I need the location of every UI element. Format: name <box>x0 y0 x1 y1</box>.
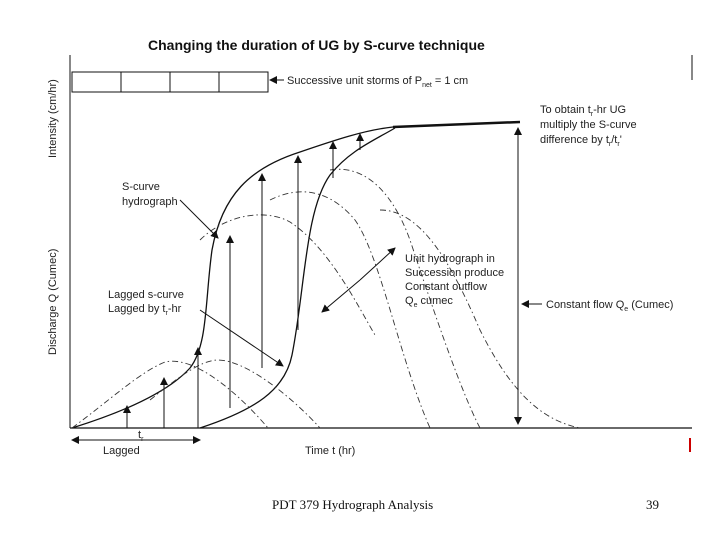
page-number: 39 <box>646 497 659 512</box>
s-curve-label-line-2: hydrograph <box>122 196 178 208</box>
unit-hydrograph-label-line-1: Unit hydrograph in <box>405 253 495 265</box>
unit-hydrograph-label-line-3: Constant outflow <box>405 281 487 293</box>
s-curve-callout-arrow <box>179 199 219 239</box>
unit-hydrograph-callout-arrow-b <box>321 279 361 313</box>
to-obtain-line-3: difference by tr/tr' <box>540 134 622 148</box>
y-axis-label-intensity: Intensity (cm/hr) <box>47 79 59 158</box>
unit-hydrograph-label-line-2: Succession produce <box>405 267 504 279</box>
lagged-callout-arrow <box>199 309 284 367</box>
constant-flow-label: Constant flow Qe (Cumec) <box>546 299 673 313</box>
tr-label: tr <box>138 429 144 443</box>
lagged-s-curve-label-line-2: Lagged by tr-hr <box>108 303 182 317</box>
lagged-s-curve-line <box>199 127 396 429</box>
lagged-bottom-label: Lagged <box>103 445 140 457</box>
unit-storms <box>71 71 269 93</box>
s-curve-plateau <box>392 120 521 129</box>
unit-hydrograph-label-line-4: Qe cumec <box>405 295 453 309</box>
s-curve-line <box>71 121 521 429</box>
footer-text: PDT 379 Hydrograph Analysis <box>272 497 434 512</box>
x-axis-label: Time t (hr) <box>305 445 355 457</box>
s-curve-label-line-1: S-curve <box>122 181 160 193</box>
lagged-s-curve-label-line-1: Lagged s-curve <box>108 289 184 301</box>
storms-label: Successive unit storms of Pnet = 1 cm <box>287 75 468 89</box>
difference-arrows <box>123 133 364 428</box>
unit-hydrograph-callout-arrow-a <box>359 247 396 281</box>
to-obtain-line-1: To obtain tr-hr UG <box>540 104 626 118</box>
unit-hydrographs <box>71 168 581 429</box>
to-obtain-line-2: multiply the S-curve <box>540 119 637 131</box>
y-axis-label-discharge: Discharge Q (Cumec) <box>47 249 59 355</box>
diagram-title: Changing the duration of UG by S-curve t… <box>148 37 485 53</box>
